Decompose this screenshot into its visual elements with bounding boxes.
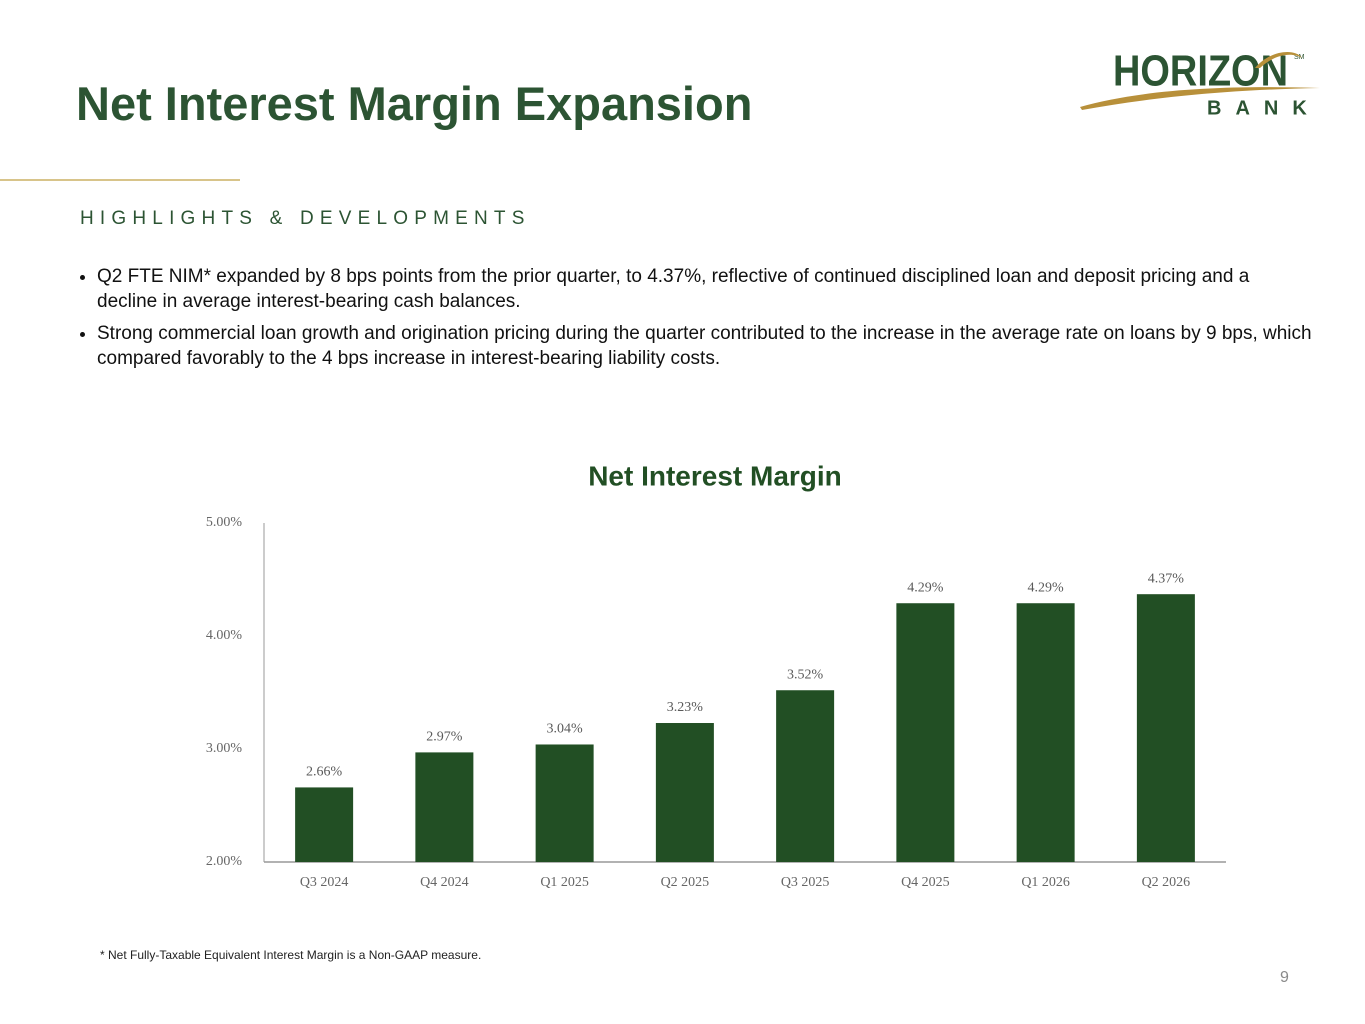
x-tick-label: Q4 2025 bbox=[901, 875, 950, 890]
bar bbox=[1016, 603, 1075, 862]
footnote: * Net Fully-Taxable Equivalent Interest … bbox=[100, 948, 482, 962]
bar bbox=[1136, 594, 1195, 862]
bullet-list: Q2 FTE NIM* expanded by 8 bps points fro… bbox=[80, 264, 1312, 378]
x-tick-label: Q1 2025 bbox=[540, 875, 589, 890]
x-tick-label: Q3 2024 bbox=[300, 875, 349, 890]
page-number: 9 bbox=[1280, 969, 1289, 986]
value-label: 3.52% bbox=[787, 667, 824, 682]
logo-swoosh bbox=[1080, 87, 1320, 110]
y-tick-label: 4.00% bbox=[206, 628, 243, 643]
section-heading: HIGHLIGHTS & DEVELOPMENTS bbox=[80, 208, 531, 229]
value-label: 4.37% bbox=[1148, 571, 1185, 586]
bar bbox=[535, 744, 594, 862]
bar bbox=[776, 690, 835, 862]
logo-mark: SM bbox=[1294, 54, 1305, 61]
value-label: 4.29% bbox=[907, 580, 944, 595]
bar bbox=[415, 752, 474, 862]
value-label: 2.66% bbox=[306, 765, 343, 780]
slide-title: Net Interest Margin Expansion bbox=[76, 77, 753, 130]
bullet: Q2 FTE NIM* expanded by 8 bps points fro… bbox=[97, 264, 1312, 314]
logo-sub: BANK bbox=[1207, 97, 1321, 119]
bar bbox=[896, 603, 955, 862]
bar bbox=[655, 723, 714, 862]
logo-arc bbox=[1255, 52, 1302, 68]
y-tick-label: 5.00% bbox=[206, 515, 243, 530]
value-label: 2.97% bbox=[426, 730, 463, 745]
x-tick-label: Q3 2025 bbox=[781, 875, 830, 890]
chart-title: Net Interest Margin bbox=[588, 460, 842, 491]
bar bbox=[295, 787, 354, 862]
x-tick-label: Q2 2026 bbox=[1142, 875, 1191, 890]
x-tick-label: Q2 2025 bbox=[661, 875, 710, 890]
x-tick-label: Q4 2024 bbox=[420, 875, 469, 890]
x-tick-label: Q1 2026 bbox=[1021, 875, 1070, 890]
y-tick-label: 3.00% bbox=[206, 741, 243, 756]
logo: HORIZON SM BANK bbox=[1080, 47, 1321, 119]
divider bbox=[0, 179, 240, 181]
value-label: 4.29% bbox=[1028, 580, 1065, 595]
y-tick-label: 2.00% bbox=[206, 854, 243, 869]
bullet: Strong commercial loan growth and origin… bbox=[97, 321, 1312, 371]
chart: Net Interest Margin 2.00% 3.00% 4.00% 5.00%… bbox=[206, 460, 1226, 890]
value-label: 3.04% bbox=[547, 722, 584, 737]
value-label: 3.23% bbox=[667, 700, 704, 715]
